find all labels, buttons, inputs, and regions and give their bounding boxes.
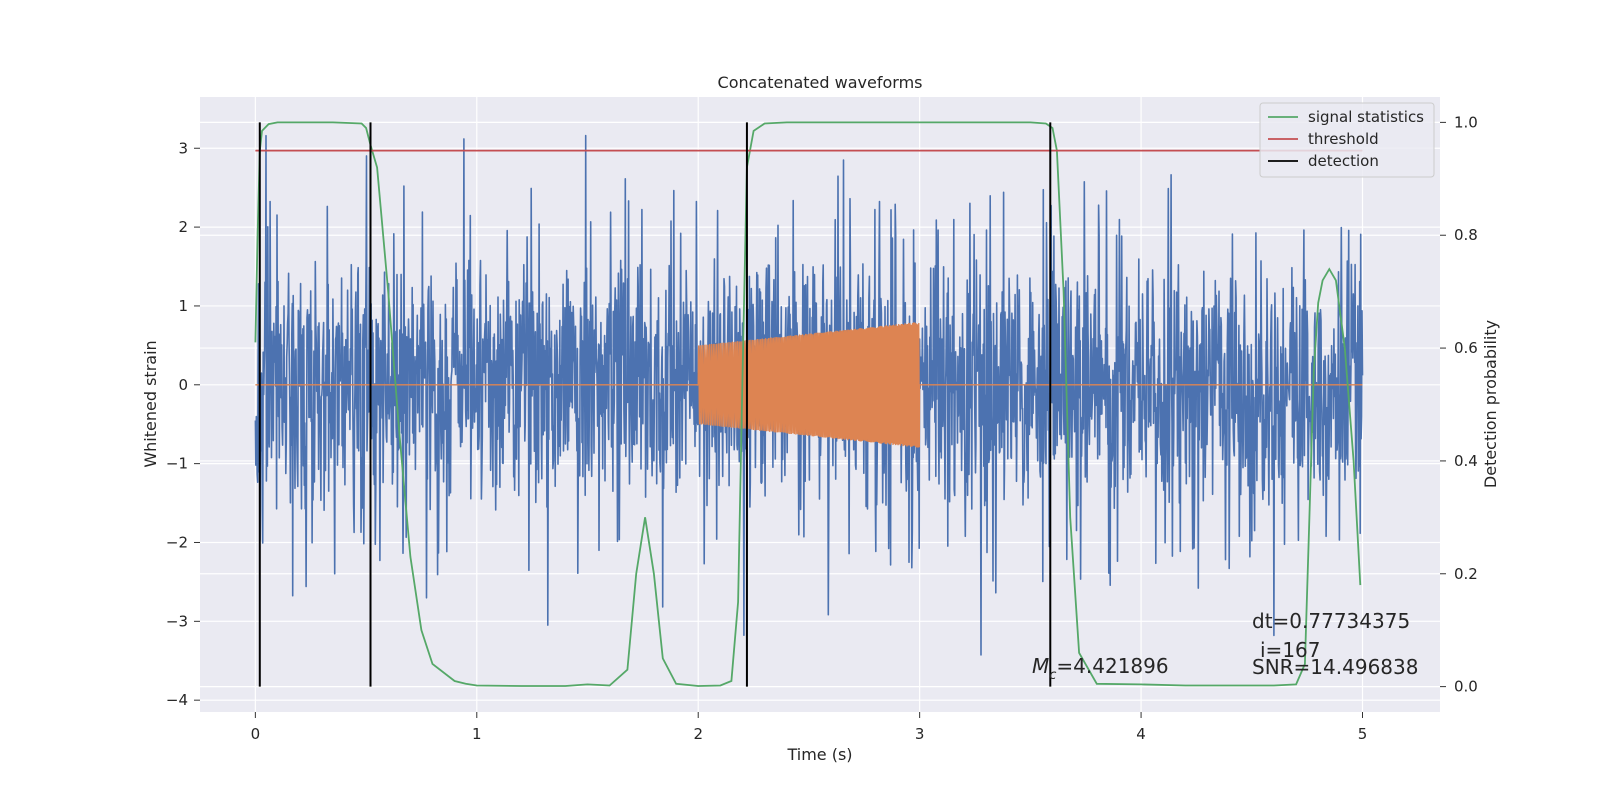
y-tick-label: −2 xyxy=(166,533,188,551)
legend-box xyxy=(1259,102,1435,178)
snr-annotation: SNR=14.496838 xyxy=(1252,655,1418,679)
index-annotation: i=167 xyxy=(1260,638,1321,662)
legend-label-detection: detection xyxy=(1308,152,1379,170)
right-tick-label: 0.2 xyxy=(1454,565,1478,583)
right-tick-label: 1.0 xyxy=(1454,113,1478,131)
chirp-mass-subscript: c xyxy=(1049,668,1056,683)
x-tick-label: 0 xyxy=(251,725,261,743)
annotations: Mc=4.421896 dt=0.77734375 i=167 SNR=14.4… xyxy=(1032,609,1418,683)
x-tick-label: 3 xyxy=(915,725,925,743)
right-tick-label: 0.6 xyxy=(1454,339,1478,357)
x-axis-label: Time (s) xyxy=(786,745,852,764)
y-tick-label: 2 xyxy=(178,218,188,236)
dt-annotation: dt=0.77734375 xyxy=(1252,609,1410,633)
y-tick-label: −3 xyxy=(166,612,188,630)
y-axis-ticks: −4 −3 −2 −1 0 1 2 3 xyxy=(166,139,200,709)
grid-lines xyxy=(200,97,1440,712)
x-tick-label: 4 xyxy=(1136,725,1146,743)
chirp-mass-value: =4.421896 xyxy=(1056,654,1168,678)
chirp-mass-symbol: M xyxy=(1032,654,1049,678)
x-tick-label: 1 xyxy=(472,725,482,743)
y-tick-label: −4 xyxy=(166,691,188,709)
right-tick-label: 0.0 xyxy=(1454,678,1478,696)
legend-label-signal-statistics: signal statistics xyxy=(1308,108,1424,126)
y-tick-label: 0 xyxy=(178,376,188,394)
right-tick-label: 0.8 xyxy=(1454,226,1478,244)
series-layer xyxy=(254,121,1364,687)
y-axis-label: Whitened strain xyxy=(141,340,160,467)
x-tick-label: 2 xyxy=(693,725,703,743)
right-axis-label: Detection probability xyxy=(1481,320,1500,488)
injected-signal-series xyxy=(255,322,1363,448)
detection-series xyxy=(258,122,1052,687)
x-axis-ticks: 0 1 2 3 4 5 xyxy=(251,712,1368,743)
chart-title: Concatenated waveforms xyxy=(718,73,923,92)
right-tick-label: 0.4 xyxy=(1454,452,1478,470)
right-axis-ticks: 0.0 0.2 0.4 0.6 0.8 1.0 xyxy=(1440,113,1478,696)
signal-statistics-series xyxy=(254,121,1362,687)
y-tick-label: 1 xyxy=(178,297,188,315)
legend: signal statistics threshold detection xyxy=(1259,102,1435,178)
y-tick-label: 3 xyxy=(178,139,188,157)
chirp-mass-annotation: Mc=4.421896 xyxy=(1032,654,1169,683)
legend-label-threshold: threshold xyxy=(1308,130,1379,148)
y-tick-label: −1 xyxy=(166,455,188,473)
x-tick-label: 5 xyxy=(1358,725,1368,743)
